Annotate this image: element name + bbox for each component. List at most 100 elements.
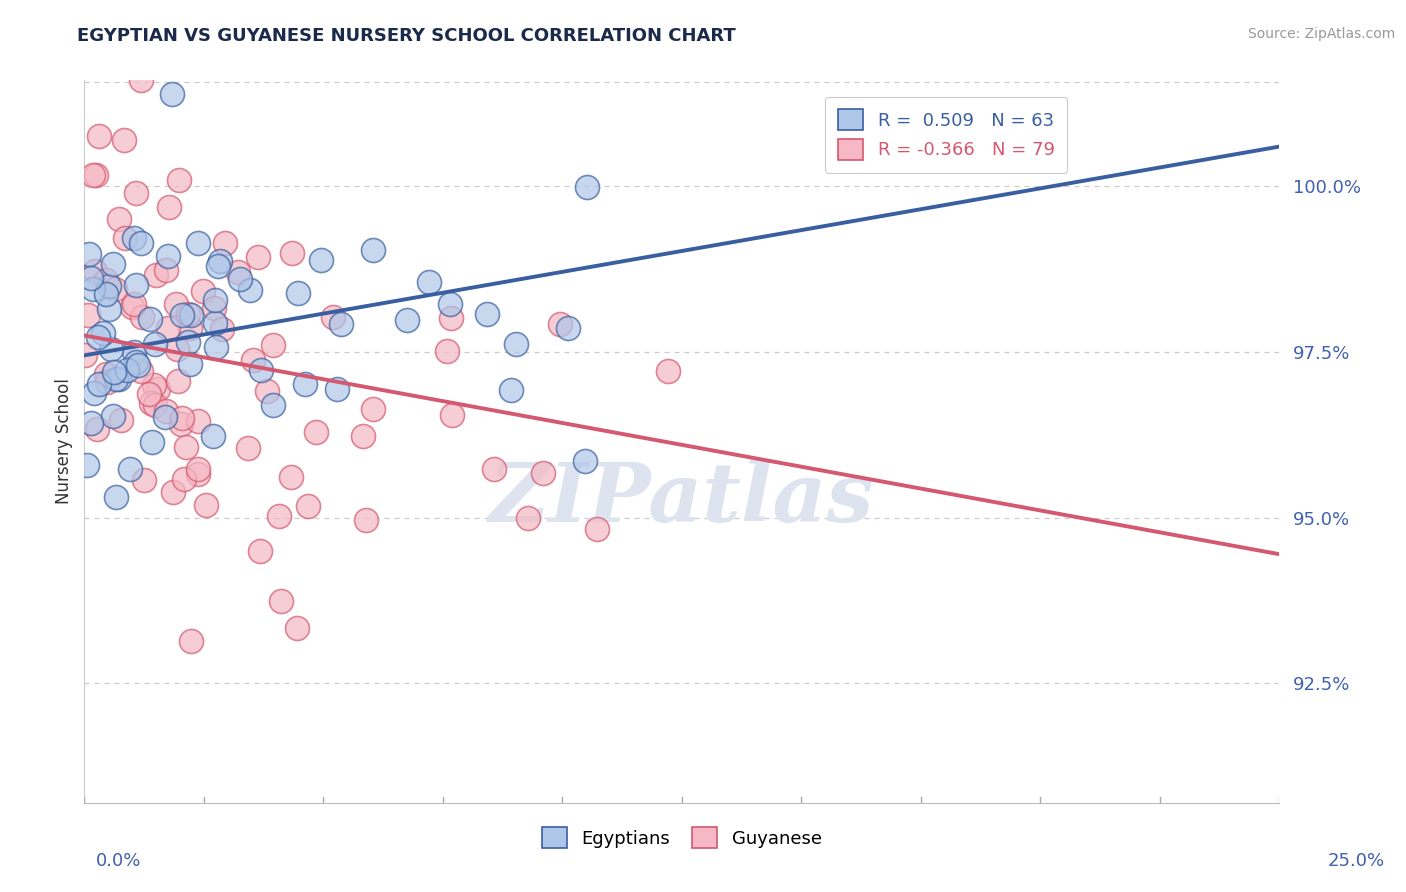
Point [157, 320, 180, 334]
Point [125, 186, 148, 200]
Point [352, 428, 374, 442]
Point [586, 522, 609, 536]
Point [125, 355, 148, 369]
Point [176, 307, 198, 321]
Point [173, 472, 195, 486]
Point [143, 378, 166, 392]
Point [165, 297, 187, 311]
Point [80, 271, 103, 285]
Point [440, 311, 463, 326]
Point [80, 416, 103, 430]
Text: Source: ZipAtlas.com: Source: ZipAtlas.com [1247, 27, 1395, 41]
Text: 0.0%: 0.0% [96, 852, 141, 870]
Point [575, 180, 598, 194]
Point [105, 372, 128, 386]
Point [122, 297, 145, 311]
Point [122, 230, 145, 244]
Point [96, 375, 118, 389]
Point [305, 425, 328, 440]
Point [97, 301, 120, 316]
Point [131, 310, 153, 324]
Point [180, 633, 202, 648]
Text: ZIPatlas: ZIPatlas [489, 459, 875, 540]
Point [226, 265, 249, 279]
Point [517, 511, 540, 525]
Point [361, 402, 384, 417]
Point [326, 383, 349, 397]
Point [82, 168, 104, 182]
Point [160, 87, 183, 102]
Point [247, 250, 270, 264]
Point [146, 382, 169, 396]
Point [155, 403, 177, 417]
Point [114, 230, 136, 244]
Point [202, 429, 225, 443]
Point [170, 417, 193, 432]
Point [155, 409, 177, 424]
Point [202, 301, 225, 316]
Point [138, 386, 160, 401]
Text: EGYPTIAN VS GUYANESE NURSERY SCHOOL CORRELATION CHART: EGYPTIAN VS GUYANESE NURSERY SCHOOL CORR… [77, 27, 737, 45]
Point [167, 374, 190, 388]
Point [97, 279, 120, 293]
Point [280, 246, 302, 260]
Point [211, 322, 233, 336]
Point [250, 363, 273, 377]
Point [239, 283, 262, 297]
Point [86, 422, 108, 436]
Point [89, 128, 111, 143]
Point [139, 312, 162, 326]
Point [311, 252, 333, 267]
Point [657, 364, 679, 378]
Point [104, 282, 127, 296]
Point [322, 310, 344, 324]
Point [531, 467, 554, 481]
Point [242, 352, 264, 367]
Point [166, 342, 188, 356]
Point [396, 313, 419, 327]
Point [418, 276, 440, 290]
Point [204, 316, 226, 330]
Point [117, 363, 139, 377]
Point [482, 461, 505, 475]
Point [329, 317, 352, 331]
Point [112, 132, 135, 146]
Point [94, 286, 117, 301]
Point [129, 363, 152, 377]
Point [187, 462, 209, 476]
Point [129, 236, 152, 251]
Point [157, 200, 180, 214]
Point [145, 268, 167, 282]
Point [141, 434, 163, 449]
Point [83, 385, 105, 400]
Point [101, 257, 124, 271]
Point [118, 462, 141, 476]
Point [205, 341, 228, 355]
Point [440, 408, 463, 422]
Point [262, 398, 284, 412]
Point [110, 413, 132, 427]
Point [354, 513, 377, 527]
Point [84, 168, 107, 182]
Point [187, 414, 209, 428]
Point [361, 243, 384, 257]
Point [297, 499, 319, 513]
Point [267, 508, 290, 523]
Point [174, 440, 197, 454]
Point [76, 458, 98, 472]
Point [262, 337, 284, 351]
Point [179, 321, 201, 335]
Point [83, 263, 105, 277]
Point [180, 308, 202, 322]
Point [94, 367, 117, 381]
Point [103, 409, 125, 423]
Point [209, 253, 232, 268]
Point [287, 285, 309, 300]
Point [121, 300, 143, 314]
Point [108, 212, 131, 227]
Point [574, 454, 596, 468]
Point [156, 249, 179, 263]
Point [285, 621, 308, 635]
Point [96, 272, 118, 286]
Point [195, 498, 218, 512]
